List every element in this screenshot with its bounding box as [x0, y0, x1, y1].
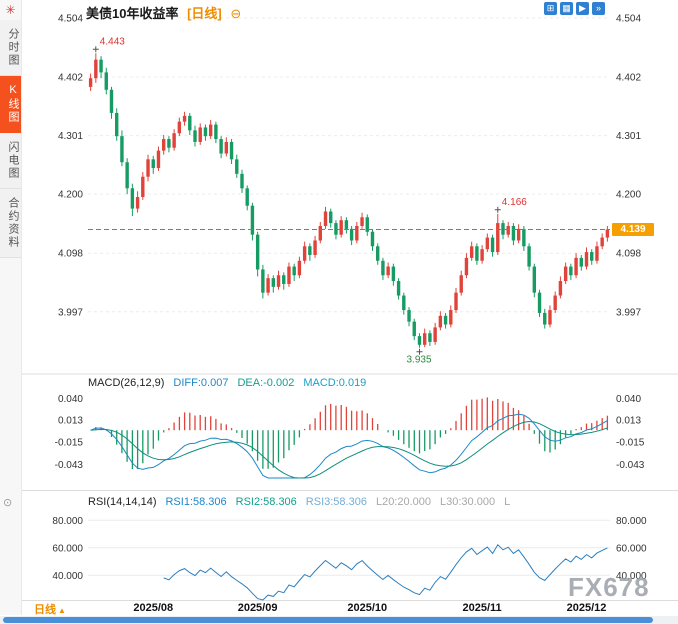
candlestick-series [88, 53, 610, 348]
price-axis: 4.504 4.504 4.402 4.402 4.301 4.301 4.200 4.200… [58, 13, 641, 318]
chart-title: 美债10年收益率 [86, 6, 179, 21]
sidebar-tab-time-chart[interactable]: 分时图 [0, 20, 21, 76]
svg-text:60.000: 60.000 [52, 543, 83, 554]
watermark: FX678 [568, 572, 650, 602]
macd-title: MACD(26,12,9) [88, 377, 165, 389]
indicator-readout: DIFF:0.007 [173, 377, 229, 389]
svg-text:80.000: 80.000 [616, 516, 647, 527]
pane-separators [0, 373, 678, 601]
indicator-readout: L30:30.000 [440, 496, 496, 508]
svg-text:40.000: 40.000 [616, 571, 647, 582]
svg-text:4.301: 4.301 [616, 131, 641, 142]
svg-text:0.013: 0.013 [58, 415, 83, 426]
svg-text:3.997: 3.997 [616, 307, 641, 318]
period-selector[interactable]: 日线 ▲ [34, 601, 66, 617]
period-selector-label: 日线 [34, 604, 56, 616]
horizontal-scrollbar[interactable] [0, 616, 678, 624]
svg-text:80.000: 80.000 [52, 516, 83, 527]
svg-text:3.997: 3.997 [58, 307, 83, 318]
svg-text:4.504: 4.504 [616, 13, 641, 24]
price-annotations: 4.443 4.166 3.935 [92, 36, 527, 366]
svg-text:0.040: 0.040 [58, 394, 83, 405]
svg-text:4.402: 4.402 [616, 73, 641, 84]
svg-text:4.098: 4.098 [58, 249, 83, 260]
sidebar-tab-contract-info[interactable]: 合约资料 [0, 189, 21, 258]
svg-text:4.200: 4.200 [58, 190, 83, 201]
svg-text:-0.015: -0.015 [616, 438, 645, 449]
page-forward-icon[interactable]: » [592, 2, 605, 15]
sidebar-tab-kline-chart[interactable]: K线图 [0, 76, 21, 133]
indicator-readout: RSI3:58.306 [305, 496, 367, 508]
svg-text:2025/11: 2025/11 [463, 602, 502, 614]
sidebar-tab-lightning-chart[interactable]: 闪电图 [0, 133, 21, 189]
chart-titlebar: 美债10年收益率 [日线] ⊖ [86, 3, 241, 22]
scrollbar-thumb[interactable] [3, 617, 653, 623]
zoom-out-icon[interactable]: ⊖ [230, 6, 242, 21]
single-chart-layout-icon[interactable]: ⊞ [544, 2, 557, 15]
svg-text:60.000: 60.000 [616, 543, 647, 554]
date-axis: 2025/08 2025/09 2025/10 2025/11 2025/12 [133, 602, 606, 614]
indicator-readout: L20:20.000 [375, 496, 432, 508]
svg-text:3.935: 3.935 [407, 355, 432, 366]
multi-chart-layout-icon[interactable]: ▦ [560, 2, 573, 15]
dropdown-arrow-icon: ▲ [58, 606, 66, 615]
svg-text:2025/08: 2025/08 [133, 602, 173, 614]
svg-text:4.200: 4.200 [616, 190, 641, 201]
indicator-readout: MACD:0.019 [303, 377, 367, 389]
macd-pane: 0.040 0.040 0.013 0.013 -0.015 -0.015 -0.043 -0… [55, 394, 645, 479]
svg-text:-0.043: -0.043 [55, 460, 84, 471]
svg-text:2025/09: 2025/09 [238, 602, 278, 614]
chart-layout-toolbar: ⊞ ▦ ▶» [544, 2, 605, 15]
svg-text:-0.015: -0.015 [55, 438, 84, 449]
indicator-readout: RSI2:58.306 [235, 496, 297, 508]
app-logo-icon[interactable]: ✳ [5, 3, 16, 17]
rsi-readouts: RSI1:58.306 RSI2:58.306 RSI3:58.306 L20:20.… [156, 496, 510, 508]
svg-text:4.098: 4.098 [616, 249, 641, 260]
play-forward-icon[interactable]: ▶ [576, 2, 589, 15]
svg-text:2025/12: 2025/12 [567, 602, 607, 614]
rsi-title: RSI(14,14,14) [88, 496, 157, 508]
svg-text:-0.043: -0.043 [616, 460, 645, 471]
svg-text:4.443: 4.443 [100, 36, 125, 47]
svg-text:4.504: 4.504 [58, 13, 83, 24]
svg-text:4.301: 4.301 [58, 131, 83, 142]
indicator-readout: L [504, 496, 511, 508]
indicator-readout: DEA:-0.002 [237, 377, 295, 389]
svg-text:0.013: 0.013 [616, 415, 641, 426]
svg-text:40.000: 40.000 [52, 571, 83, 582]
timeframe-badge[interactable]: [日线] [187, 6, 222, 21]
macd-readouts: DIFF:0.007 DEA:-0.002 MACD:0.019 [164, 377, 366, 389]
indicator-readout: RSI1:58.306 [165, 496, 227, 508]
svg-text:4.166: 4.166 [502, 197, 527, 208]
svg-text:0.040: 0.040 [616, 394, 641, 405]
macd-header[interactable]: MACD(26,12,9) DIFF:0.007 DEA:-0.002 MACD:0.… [88, 377, 366, 389]
rsi-header[interactable]: RSI(14,14,14) RSI1:58.306 RSI2:58.306 RSI3:… [88, 496, 510, 508]
rsi-pane: 80.000 80.000 60.000 60.000 40.000 40.000 [52, 516, 647, 601]
indicator-settings-icon[interactable]: ⊙ [3, 497, 13, 509]
sidebar: ✳ 分时图 K线图 闪电图 合约资料 [0, 0, 22, 615]
last-price-tag: 4.139 [612, 222, 654, 236]
svg-text:2025/10: 2025/10 [347, 602, 387, 614]
svg-text:4.402: 4.402 [58, 73, 83, 84]
